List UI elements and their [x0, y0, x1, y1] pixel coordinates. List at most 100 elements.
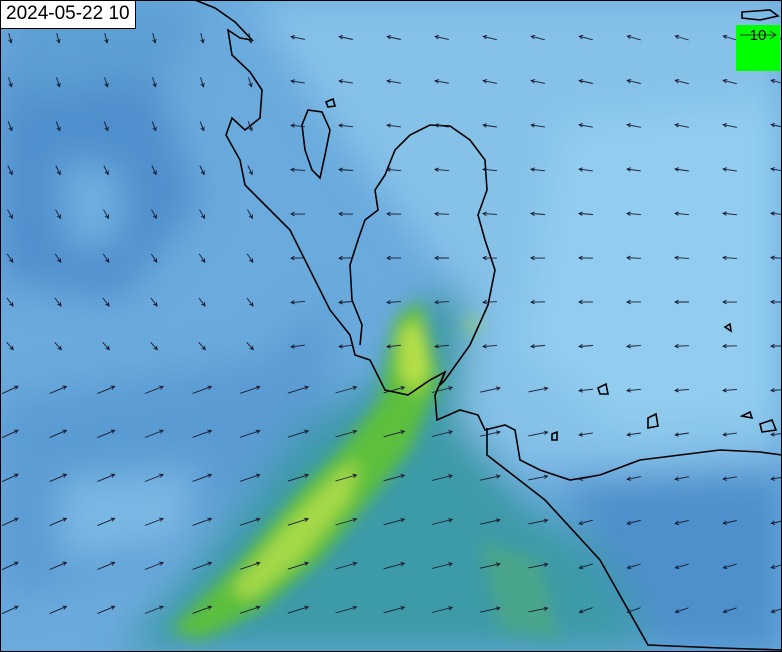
wind-arrow: [529, 211, 546, 216]
wind-arrow: [152, 77, 157, 88]
wind-arrow: [8, 32, 13, 44]
wind-arrow: [1, 473, 19, 483]
wind-arrow: [530, 299, 546, 305]
wind-arrow: [626, 563, 641, 570]
wind-arrow: [287, 429, 310, 438]
wind-arrow: [434, 211, 450, 217]
wind-arrow: [338, 255, 354, 261]
coastlines: [194, 0, 782, 651]
wind-arrow: [104, 32, 109, 44]
wind-arrow: [6, 297, 14, 307]
wind-arrow: [578, 34, 593, 41]
wind-arrow: [433, 255, 449, 261]
wind-arrow: [103, 165, 109, 176]
wind-arrow: [434, 79, 449, 84]
wind-arrow: [200, 77, 205, 88]
wind-arrow: [338, 79, 353, 84]
wind-arrow: [626, 79, 641, 85]
wind-arrow: [151, 165, 157, 176]
wind-arrow: [722, 476, 737, 481]
wind-arrow: [626, 34, 641, 41]
wind-arrow: [240, 605, 261, 614]
wind-arrow: [287, 605, 310, 614]
wind-arrow: [625, 344, 642, 349]
wind-arrow: [722, 299, 738, 305]
wind-arrow: [481, 255, 498, 261]
wind-arrow: [287, 473, 310, 482]
wind-arrow: [97, 385, 116, 395]
wind-arrow: [144, 473, 165, 482]
wind-arrow: [6, 253, 14, 264]
wind-arrow: [240, 429, 261, 438]
wind-arrow: [337, 344, 354, 349]
wind-arrow: [722, 432, 737, 437]
wind-arrow: [625, 299, 642, 305]
wind-arrow: [97, 473, 116, 483]
wind-arrow: [626, 123, 641, 128]
wind-arrow: [198, 297, 206, 307]
wind-arrow: [769, 211, 782, 216]
wind-arrow: [386, 167, 402, 172]
wind-arrow: [335, 561, 358, 570]
wind-arrow: [578, 563, 593, 570]
wind-arrow: [674, 167, 689, 172]
wind-arrow: [480, 386, 501, 393]
wind-arrow: [674, 343, 690, 349]
wind-arrow: [530, 123, 545, 128]
wind-arrow: [480, 518, 501, 525]
wind-arrow: [530, 255, 546, 261]
wind-arrow: [103, 121, 109, 132]
wind-arrow: [240, 385, 261, 394]
wind-arrow: [431, 562, 454, 569]
wind-arrow: [287, 561, 310, 570]
wind-arrow: [144, 561, 165, 570]
wind-arrow: [338, 35, 353, 40]
wind-arrow: [144, 517, 165, 526]
wind-arrow: [55, 121, 61, 132]
wind-arrow: [434, 123, 449, 128]
wind-arrow: [246, 297, 254, 307]
wind-arrow: [335, 429, 358, 438]
wind-arrow: [434, 34, 449, 41]
wind-arrow: [673, 255, 690, 260]
wind-arrow: [626, 255, 642, 261]
wind-arrow: [56, 77, 61, 88]
wind-arrow: [626, 607, 641, 614]
wind-arrow: [530, 34, 545, 41]
wind-arrow: [240, 561, 261, 570]
wind-arrow: [770, 123, 782, 128]
wind-arrow: [480, 562, 501, 569]
wind-arrow: [1, 429, 19, 439]
wind-arrow: [54, 342, 62, 351]
wind-arrow: [578, 299, 594, 305]
wind-arrow: [198, 253, 206, 264]
wind-arrow: [578, 476, 593, 481]
wind-arrow: [335, 517, 358, 526]
wind-arrow: [386, 123, 401, 128]
wind-arrow: [290, 255, 306, 261]
wind-arrow: [386, 211, 402, 217]
wind-arrow: [338, 300, 354, 305]
wind-arrow: [482, 34, 497, 41]
wind-arrow: [770, 167, 782, 172]
wind-arrow: [482, 123, 497, 128]
wind-arrow: [97, 429, 116, 439]
wind-arrow: [722, 388, 738, 393]
wind-arrow: [770, 78, 782, 84]
wind-arrow: [290, 211, 306, 217]
wind-arrow: [431, 518, 454, 525]
wind-arrow: [770, 476, 782, 481]
wind-arrow: [578, 123, 593, 128]
wind-arrow: [528, 386, 549, 393]
wind-arrow: [97, 605, 116, 615]
wind-arrow: [770, 608, 782, 614]
wind-arrow: [1, 605, 19, 615]
wind-arrow: [770, 255, 782, 260]
wind-arrow: [240, 473, 261, 482]
wind-arrow: [290, 300, 306, 305]
wind-arrow: [56, 32, 61, 44]
wind-arrow: [151, 209, 157, 220]
wind-arrow: [674, 563, 689, 570]
